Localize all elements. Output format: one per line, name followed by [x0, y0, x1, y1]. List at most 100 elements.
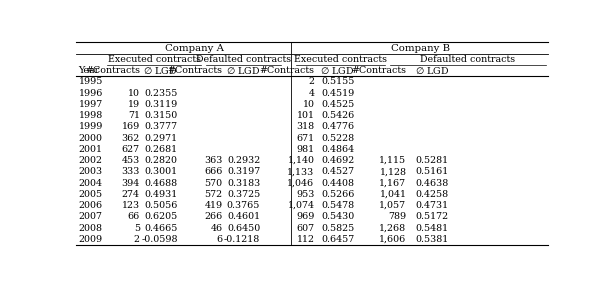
Text: 5: 5: [134, 223, 140, 232]
Text: 0.4601: 0.4601: [227, 212, 260, 221]
Text: 123: 123: [122, 201, 140, 210]
Text: 112: 112: [297, 235, 314, 244]
Text: 627: 627: [122, 145, 140, 154]
Text: 0.2932: 0.2932: [227, 156, 260, 165]
Text: 0.4525: 0.4525: [322, 100, 354, 109]
Text: 1996: 1996: [79, 89, 103, 98]
Text: 0.5430: 0.5430: [322, 212, 354, 221]
Text: -0.0598: -0.0598: [141, 235, 178, 244]
Text: 0.4931: 0.4931: [144, 190, 178, 199]
Text: 0.4688: 0.4688: [144, 178, 178, 187]
Text: 0.4408: 0.4408: [322, 178, 354, 187]
Text: Executed contracts: Executed contracts: [108, 55, 200, 64]
Text: Defaulted contracts: Defaulted contracts: [420, 55, 515, 64]
Text: -0.1218: -0.1218: [224, 235, 260, 244]
Text: 453: 453: [122, 156, 140, 165]
Text: 0.5228: 0.5228: [322, 133, 354, 142]
Text: 0.4665: 0.4665: [144, 223, 178, 232]
Text: 2006: 2006: [79, 201, 102, 210]
Text: 2001: 2001: [79, 145, 102, 154]
Text: Year: Year: [79, 66, 100, 75]
Text: 6: 6: [216, 235, 222, 244]
Text: $\varnothing$ LGD: $\varnothing$ LGD: [143, 65, 178, 76]
Text: #Contracts: #Contracts: [351, 66, 407, 75]
Text: 0.3150: 0.3150: [144, 111, 178, 120]
Text: 2005: 2005: [79, 190, 102, 199]
Text: 0.2820: 0.2820: [144, 156, 178, 165]
Text: 46: 46: [210, 223, 222, 232]
Text: $\varnothing$ LGD: $\varnothing$ LGD: [415, 65, 449, 76]
Text: 2008: 2008: [79, 223, 102, 232]
Text: 0.3119: 0.3119: [144, 100, 178, 109]
Text: 0.6205: 0.6205: [144, 212, 178, 221]
Text: 1997: 1997: [79, 100, 103, 109]
Text: 1,057: 1,057: [379, 201, 407, 210]
Text: 2: 2: [309, 77, 314, 86]
Text: 2009: 2009: [79, 235, 102, 244]
Text: 1,140: 1,140: [287, 156, 314, 165]
Text: 666: 666: [204, 167, 222, 176]
Text: Executed contracts: Executed contracts: [294, 55, 387, 64]
Text: 1,115: 1,115: [379, 156, 407, 165]
Text: 2007: 2007: [79, 212, 102, 221]
Text: 333: 333: [121, 167, 140, 176]
Text: 0.5478: 0.5478: [322, 201, 354, 210]
Text: 2: 2: [134, 235, 140, 244]
Text: 266: 266: [204, 212, 222, 221]
Text: 0.3725: 0.3725: [227, 190, 260, 199]
Text: 1,268: 1,268: [379, 223, 407, 232]
Text: 0.5426: 0.5426: [322, 111, 354, 120]
Text: 0.4638: 0.4638: [416, 178, 449, 187]
Text: 71: 71: [128, 111, 140, 120]
Text: $\varnothing$ LGD: $\varnothing$ LGD: [226, 65, 260, 76]
Text: 1,133: 1,133: [287, 167, 314, 176]
Text: 10: 10: [128, 89, 140, 98]
Text: 0.2681: 0.2681: [144, 145, 178, 154]
Text: 0.6450: 0.6450: [227, 223, 260, 232]
Text: 1,128: 1,128: [379, 167, 407, 176]
Text: 0.4258: 0.4258: [416, 190, 449, 199]
Text: 169: 169: [122, 122, 140, 131]
Text: 0.5172: 0.5172: [416, 212, 449, 221]
Text: 0.5381: 0.5381: [416, 235, 449, 244]
Text: 1998: 1998: [79, 111, 103, 120]
Text: 0.5056: 0.5056: [144, 201, 178, 210]
Text: 419: 419: [204, 201, 222, 210]
Text: 1,041: 1,041: [379, 190, 407, 199]
Text: 0.3183: 0.3183: [227, 178, 260, 187]
Text: #Contracts: #Contracts: [259, 66, 314, 75]
Text: 0.4731: 0.4731: [416, 201, 449, 210]
Text: 0.5161: 0.5161: [416, 167, 449, 176]
Text: 19: 19: [128, 100, 140, 109]
Text: 969: 969: [296, 212, 314, 221]
Text: 671: 671: [297, 133, 314, 142]
Text: 0.2355: 0.2355: [144, 89, 178, 98]
Text: 101: 101: [297, 111, 314, 120]
Text: #Contracts: #Contracts: [167, 66, 222, 75]
Text: 572: 572: [204, 190, 222, 199]
Text: 0.4519: 0.4519: [322, 89, 354, 98]
Text: 981: 981: [297, 145, 314, 154]
Text: 1,167: 1,167: [379, 178, 407, 187]
Text: 0.3765: 0.3765: [227, 201, 260, 210]
Text: 1,046: 1,046: [287, 178, 314, 187]
Text: 1,606: 1,606: [379, 235, 407, 244]
Text: 0.4776: 0.4776: [322, 122, 354, 131]
Text: 394: 394: [122, 178, 140, 187]
Text: 607: 607: [297, 223, 314, 232]
Text: 0.5281: 0.5281: [416, 156, 449, 165]
Text: #Contracts: #Contracts: [85, 66, 140, 75]
Text: 0.2971: 0.2971: [144, 133, 178, 142]
Text: 789: 789: [389, 212, 407, 221]
Text: 1,074: 1,074: [287, 201, 314, 210]
Text: 363: 363: [204, 156, 222, 165]
Text: Company B: Company B: [391, 44, 450, 53]
Text: 2002: 2002: [79, 156, 102, 165]
Text: 1995: 1995: [79, 77, 103, 86]
Text: 0.4864: 0.4864: [322, 145, 354, 154]
Text: $\varnothing$ LGD: $\varnothing$ LGD: [320, 65, 354, 76]
Text: 0.4692: 0.4692: [322, 156, 354, 165]
Text: 362: 362: [122, 133, 140, 142]
Text: 0.3777: 0.3777: [144, 122, 178, 131]
Text: 2000: 2000: [79, 133, 102, 142]
